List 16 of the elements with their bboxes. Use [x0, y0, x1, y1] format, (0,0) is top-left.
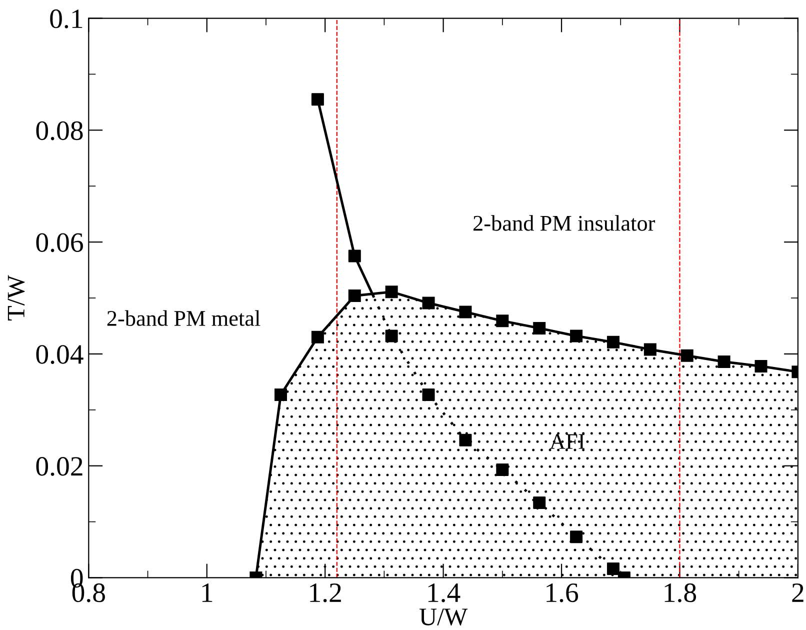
x-tick-label: 1.8 — [664, 583, 696, 602]
y-tick-label: 0.02 — [36, 456, 82, 476]
x-axis-title: U/W — [420, 608, 468, 626]
y-tick-label: 0.1 — [50, 9, 82, 28]
x-tick-label: 1.2 — [310, 583, 341, 602]
x-tick-label: 1.6 — [546, 583, 578, 602]
annotation: AFI — [550, 434, 585, 449]
x-tick-label: 2 — [792, 583, 804, 602]
annotation: 2-band PM metal — [107, 310, 260, 326]
y-axis-title: T/W — [8, 275, 25, 320]
y-tick-label: 0.06 — [36, 233, 83, 252]
y-tick-label: 0.08 — [36, 121, 83, 140]
x-tick-label: 1.4 — [428, 584, 460, 602]
y-tick-label: 0.04 — [36, 345, 84, 364]
x-tick-label: 1 — [202, 584, 212, 602]
annotation: 2-band PM insulator — [474, 215, 656, 231]
